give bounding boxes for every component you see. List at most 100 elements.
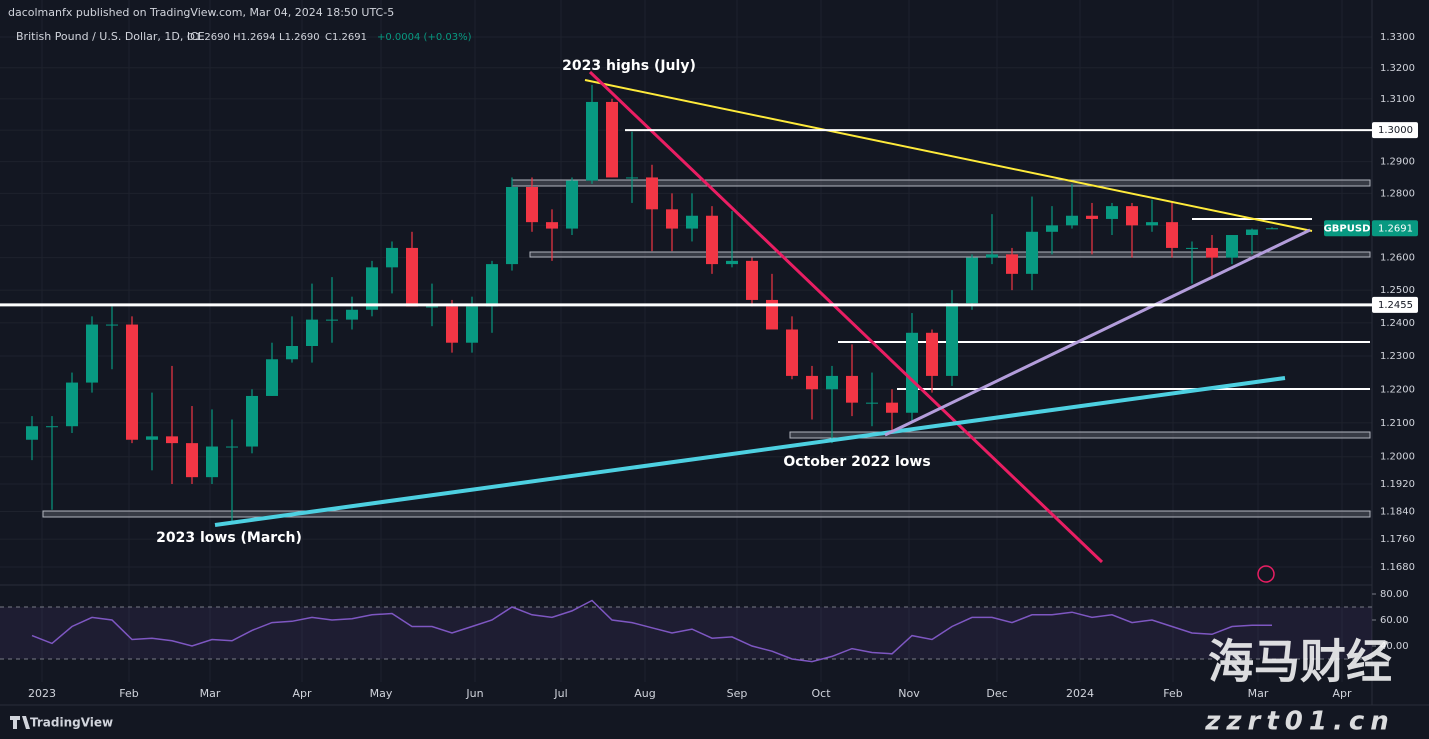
y-tick-label: 1.2600 [1380,253,1415,264]
candle-body [606,101,618,178]
symbol-tag [1324,220,1370,237]
symbol-tag-label: GBPUSD [1324,223,1371,234]
rsi-band [0,607,1372,659]
candle-body [766,299,778,330]
candle-body [806,375,818,390]
candle-body [346,309,358,320]
candle-body [1226,235,1238,258]
y-tick-label: 1.1920 [1380,479,1415,490]
candle-body [426,306,438,308]
candle-body [1206,247,1218,258]
candle-body [1186,247,1198,249]
annotation: October 2022 lows [783,454,930,470]
candle-body [646,177,658,210]
ohlc-value: O1.2690 [187,32,230,43]
level-tag-label: 1.2455 [1378,300,1413,311]
candle-body [306,319,318,347]
candle-body [26,426,38,440]
candle-body [106,324,118,326]
x-tick-label: 2023 [28,687,56,700]
candle-body [286,346,298,360]
level-tag [1372,296,1418,313]
rsi-tick-label: 60.00 [1380,615,1409,626]
candle-body [506,186,518,265]
candle-body [746,260,758,300]
candle-body [826,375,838,390]
candle-body [626,177,638,179]
y-tick-label: 1.3100 [1380,94,1415,105]
candle-body [446,306,458,343]
y-tick-label: 1.1760 [1380,534,1415,545]
candle-body [386,247,398,268]
event-icon[interactable] [1257,565,1275,583]
rsi-tick-label: 80.00 [1380,589,1409,600]
x-tick-label: May [370,687,393,700]
candle-body [946,303,958,376]
y-tick-label: 1.2300 [1380,351,1415,362]
annotation: 2023 lows (March) [156,530,302,546]
y-tick-label: 1.2200 [1380,384,1415,395]
rsi-panel: 80.00 60.00 40.00 [31,589,1409,663]
y-tick-label: 1.3300 [1380,32,1415,43]
watermark: zzrt01.cn [1204,707,1395,737]
candle-body [46,426,58,428]
ohlc-value: C1.2691 [325,32,367,43]
candle-body [986,254,998,258]
ohlc-value: +0.0004 (+0.03%) [377,32,472,43]
trendline [214,376,1286,527]
y-tick-label: 1.2400 [1380,318,1415,329]
x-tick-label: Apr [292,687,312,700]
y-tick-label: 1.2800 [1380,188,1415,199]
candle-body [966,257,978,304]
trendline [884,228,1311,437]
candle-body [1006,254,1018,274]
candle-body [1026,231,1038,274]
rsi-tick-label: 40.00 [1380,641,1409,652]
symbol-line: British Pound / U.S. Dollar, 1D, ICE [16,30,205,43]
y-tick-label: 1.2900 [1380,157,1415,168]
level-tag [1372,122,1418,139]
x-tick-label: Jun [465,687,483,700]
zone [511,179,1371,187]
rsi-line [31,599,1272,663]
candle-body [1126,206,1138,226]
ohlc-value: L1.2690 [279,32,320,43]
candle-body [686,215,698,229]
candle-body [1086,215,1098,219]
x-tick-label: Apr [1332,687,1352,700]
candle-body [66,382,78,427]
candle-body [786,329,798,376]
y-tick-label: 1.2500 [1380,285,1415,296]
candle-body [1106,206,1118,219]
trendline [588,70,1104,564]
ohlc-legend: O1.2690 H1.2694 L1.2690 C1.2691 +0.0004 (+0.… [187,32,472,43]
candle-body [1246,229,1258,236]
trendline [584,79,1313,232]
zone [42,510,1371,518]
candle-body [246,395,258,447]
candle-body [486,264,498,307]
price-tag-label: 1.2691 [1378,223,1413,234]
candle-body [1166,222,1178,248]
candle-body [466,306,478,343]
candle-body [906,332,918,413]
candle-body [1266,228,1278,230]
candle-body [526,186,538,223]
x-tick-label: 2024 [1066,687,1094,700]
candle-body [926,332,938,376]
candle-body [86,324,98,383]
candle-body [1066,215,1078,226]
candle-body [406,247,418,307]
candle-body [146,436,158,440]
y-tick-label: 1.2000 [1380,452,1415,463]
x-tick-label: Aug [634,687,655,700]
x-tick-label: Mar [1248,687,1269,700]
candle-body [166,436,178,444]
candle-body [326,319,338,321]
candle-body [706,215,718,265]
x-tick-label: Oct [811,687,831,700]
candle-body [846,375,858,403]
price-tags: 1.3000 1.2455 GBPUSD 1.2691 [1324,122,1418,313]
